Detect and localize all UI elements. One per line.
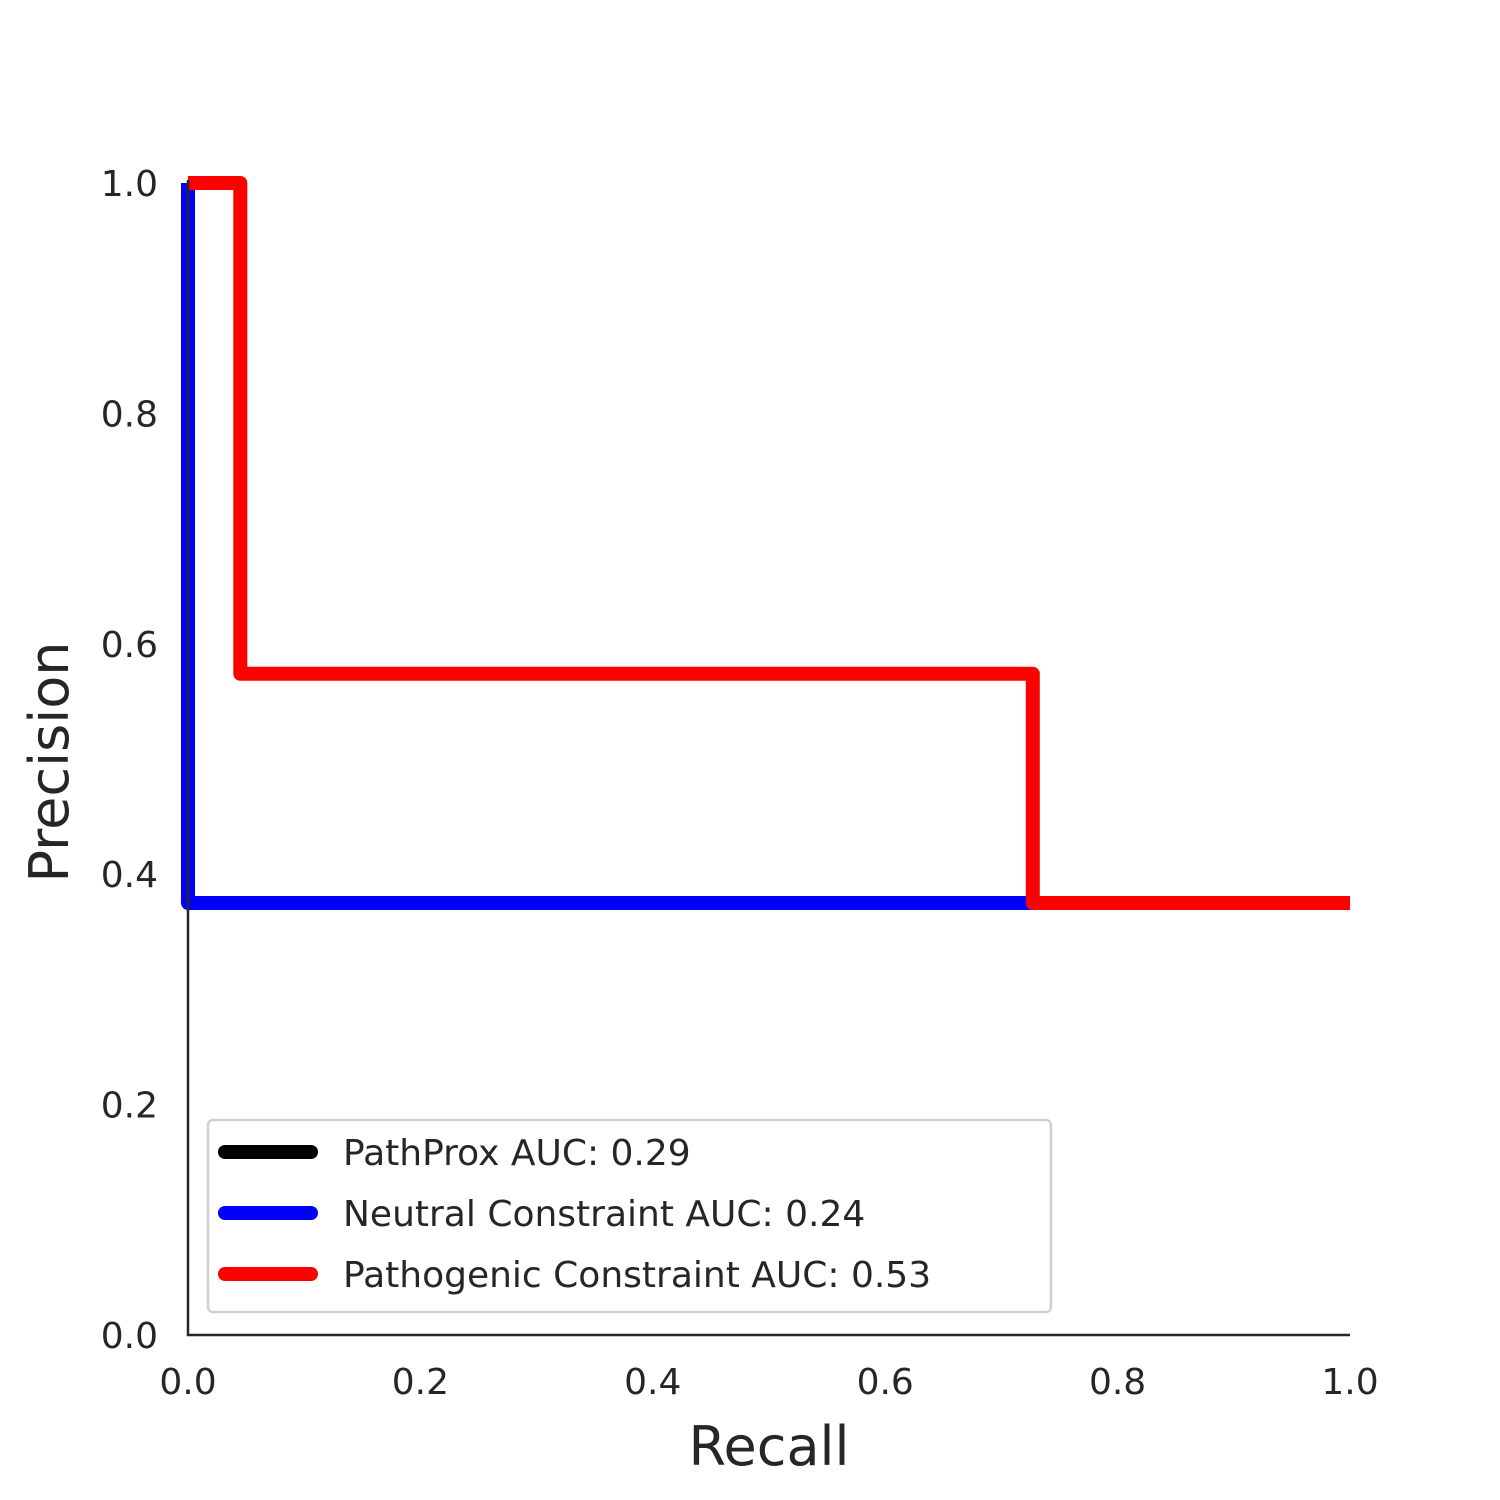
y-tick-label: 0.6 [101, 625, 158, 666]
x-tick-label: 0.8 [1089, 1362, 1146, 1403]
y-tick-label: 1.0 [101, 164, 158, 205]
legend-frame [206, 1118, 1053, 1314]
y-tick-labels: 0.0 0.2 0.4 0.6 0.8 1.0 [101, 164, 158, 1357]
x-tick-label: 0.6 [857, 1362, 914, 1403]
legend: PathProx AUC: 0.29 Neutral Constraint AUC… [206, 1118, 1053, 1314]
x-tick-label: 0.2 [392, 1362, 449, 1403]
x-tick-labels: 0.0 0.2 0.4 0.6 0.8 1.0 [159, 1362, 1378, 1403]
y-axis-title: Precision [18, 642, 81, 883]
legend-label-1: Neutral Constraint AUC: 0.24 [343, 1194, 865, 1235]
y-tick-label: 0.0 [101, 1316, 158, 1357]
legend-items: PathProx AUC: 0.29 Neutral Constraint AUC… [218, 1133, 931, 1296]
y-tick-label: 0.4 [101, 855, 158, 896]
series-line-2 [188, 176, 1350, 910]
y-tick-label: 0.8 [101, 394, 158, 435]
x-axis-title: Recall [688, 1415, 849, 1478]
series-line-1 [181, 183, 1350, 910]
x-tick-label: 1.0 [1321, 1362, 1378, 1403]
x-tick-label: 0.4 [624, 1362, 681, 1403]
x-tick-label: 0.0 [159, 1362, 216, 1403]
y-tick-label: 0.2 [101, 1086, 158, 1127]
series-layer [181, 176, 1350, 910]
legend-label-2: Pathogenic Constraint AUC: 0.53 [343, 1255, 931, 1296]
legend-label-0: PathProx AUC: 0.29 [343, 1133, 691, 1174]
axes-layer [186, 180, 1350, 1337]
